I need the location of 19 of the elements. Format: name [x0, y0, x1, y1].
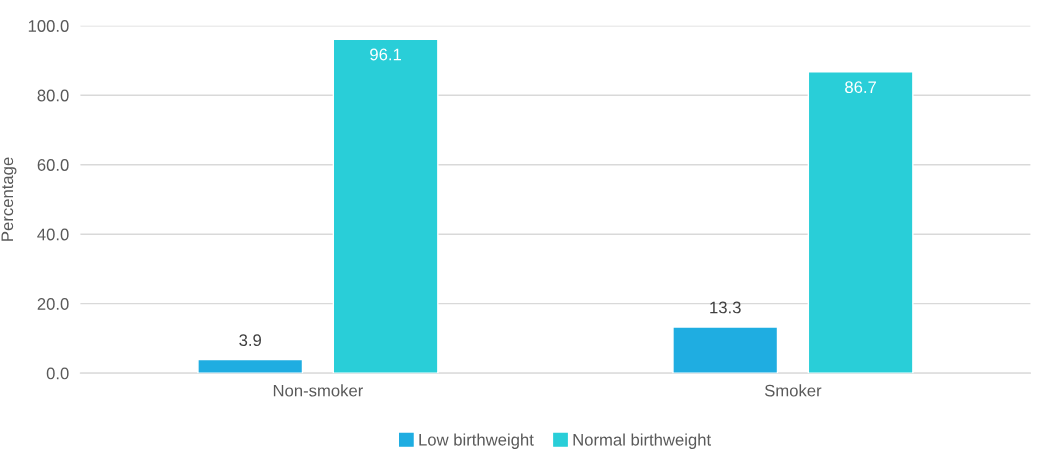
bar — [672, 326, 779, 374]
y-tick-label: 80.0 — [37, 89, 69, 102]
data-label: 13.3 — [710, 301, 741, 314]
data-label: 3.9 — [239, 334, 261, 347]
legend-label: Normal birthweight — [573, 433, 711, 449]
y-tick-label: 60.0 — [37, 159, 69, 171]
y-tick-label: 0.0 — [46, 367, 69, 380]
x-tick-label: Smoker — [764, 384, 822, 397]
y-tick-label: 20.0 — [37, 298, 69, 310]
bar — [197, 358, 304, 374]
y-tick-label: 40.0 — [37, 228, 69, 241]
y-axis-title: Percentage — [1, 157, 17, 241]
bar — [332, 38, 439, 374]
bar — [807, 71, 914, 374]
x-tick-label: Non-smoker — [273, 384, 364, 397]
y-tick-label: 100.0 — [28, 20, 69, 32]
data-label: 96.1 — [370, 48, 401, 61]
legend-label: Low birthweight — [419, 433, 534, 449]
data-label: 86.7 — [845, 81, 876, 94]
